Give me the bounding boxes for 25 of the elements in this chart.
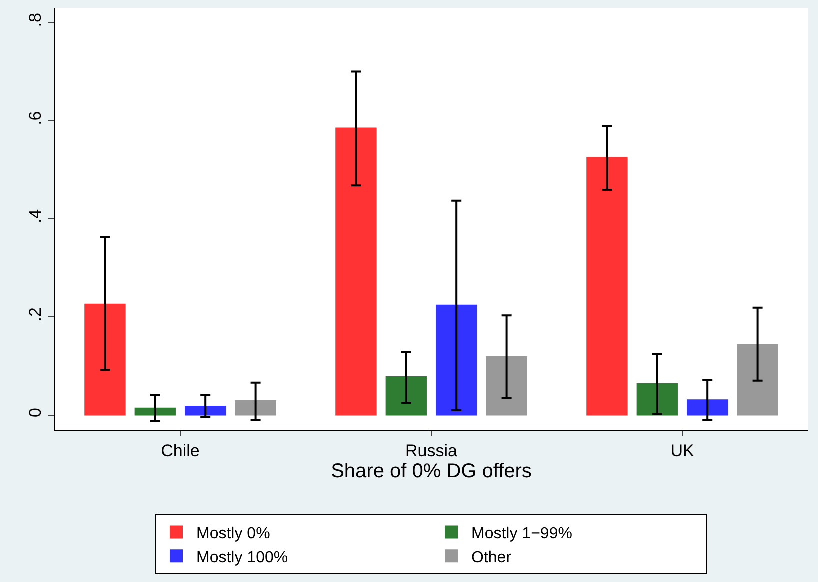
x-tick-label: UK bbox=[670, 441, 695, 460]
bar bbox=[386, 376, 427, 416]
x-tick-label: Russia bbox=[406, 441, 458, 460]
y-tick-label: .4 bbox=[26, 209, 46, 224]
bar bbox=[486, 356, 528, 416]
bar bbox=[336, 128, 377, 416]
legend-label: Mostly 100% bbox=[196, 549, 288, 566]
legend-label: Mostly 0% bbox=[196, 526, 270, 543]
legend-label: Other bbox=[472, 549, 512, 566]
bar bbox=[636, 383, 678, 416]
bar bbox=[737, 344, 778, 416]
y-tick-label: 0 bbox=[26, 408, 46, 418]
bar bbox=[687, 400, 728, 416]
bar bbox=[586, 157, 628, 416]
y-tick-label: .8 bbox=[26, 13, 46, 28]
y-tick-label: .2 bbox=[26, 307, 46, 322]
bar bbox=[84, 304, 126, 416]
legend-label: Mostly 1−99% bbox=[472, 526, 572, 543]
bar bbox=[235, 400, 276, 416]
bar bbox=[436, 304, 478, 416]
bar bbox=[134, 408, 176, 416]
x-tick-label: Chile bbox=[161, 441, 200, 460]
bar bbox=[185, 406, 226, 416]
y-tick-label: .6 bbox=[26, 111, 46, 126]
x-axis-title: Share of 0% DG offers bbox=[331, 460, 532, 482]
